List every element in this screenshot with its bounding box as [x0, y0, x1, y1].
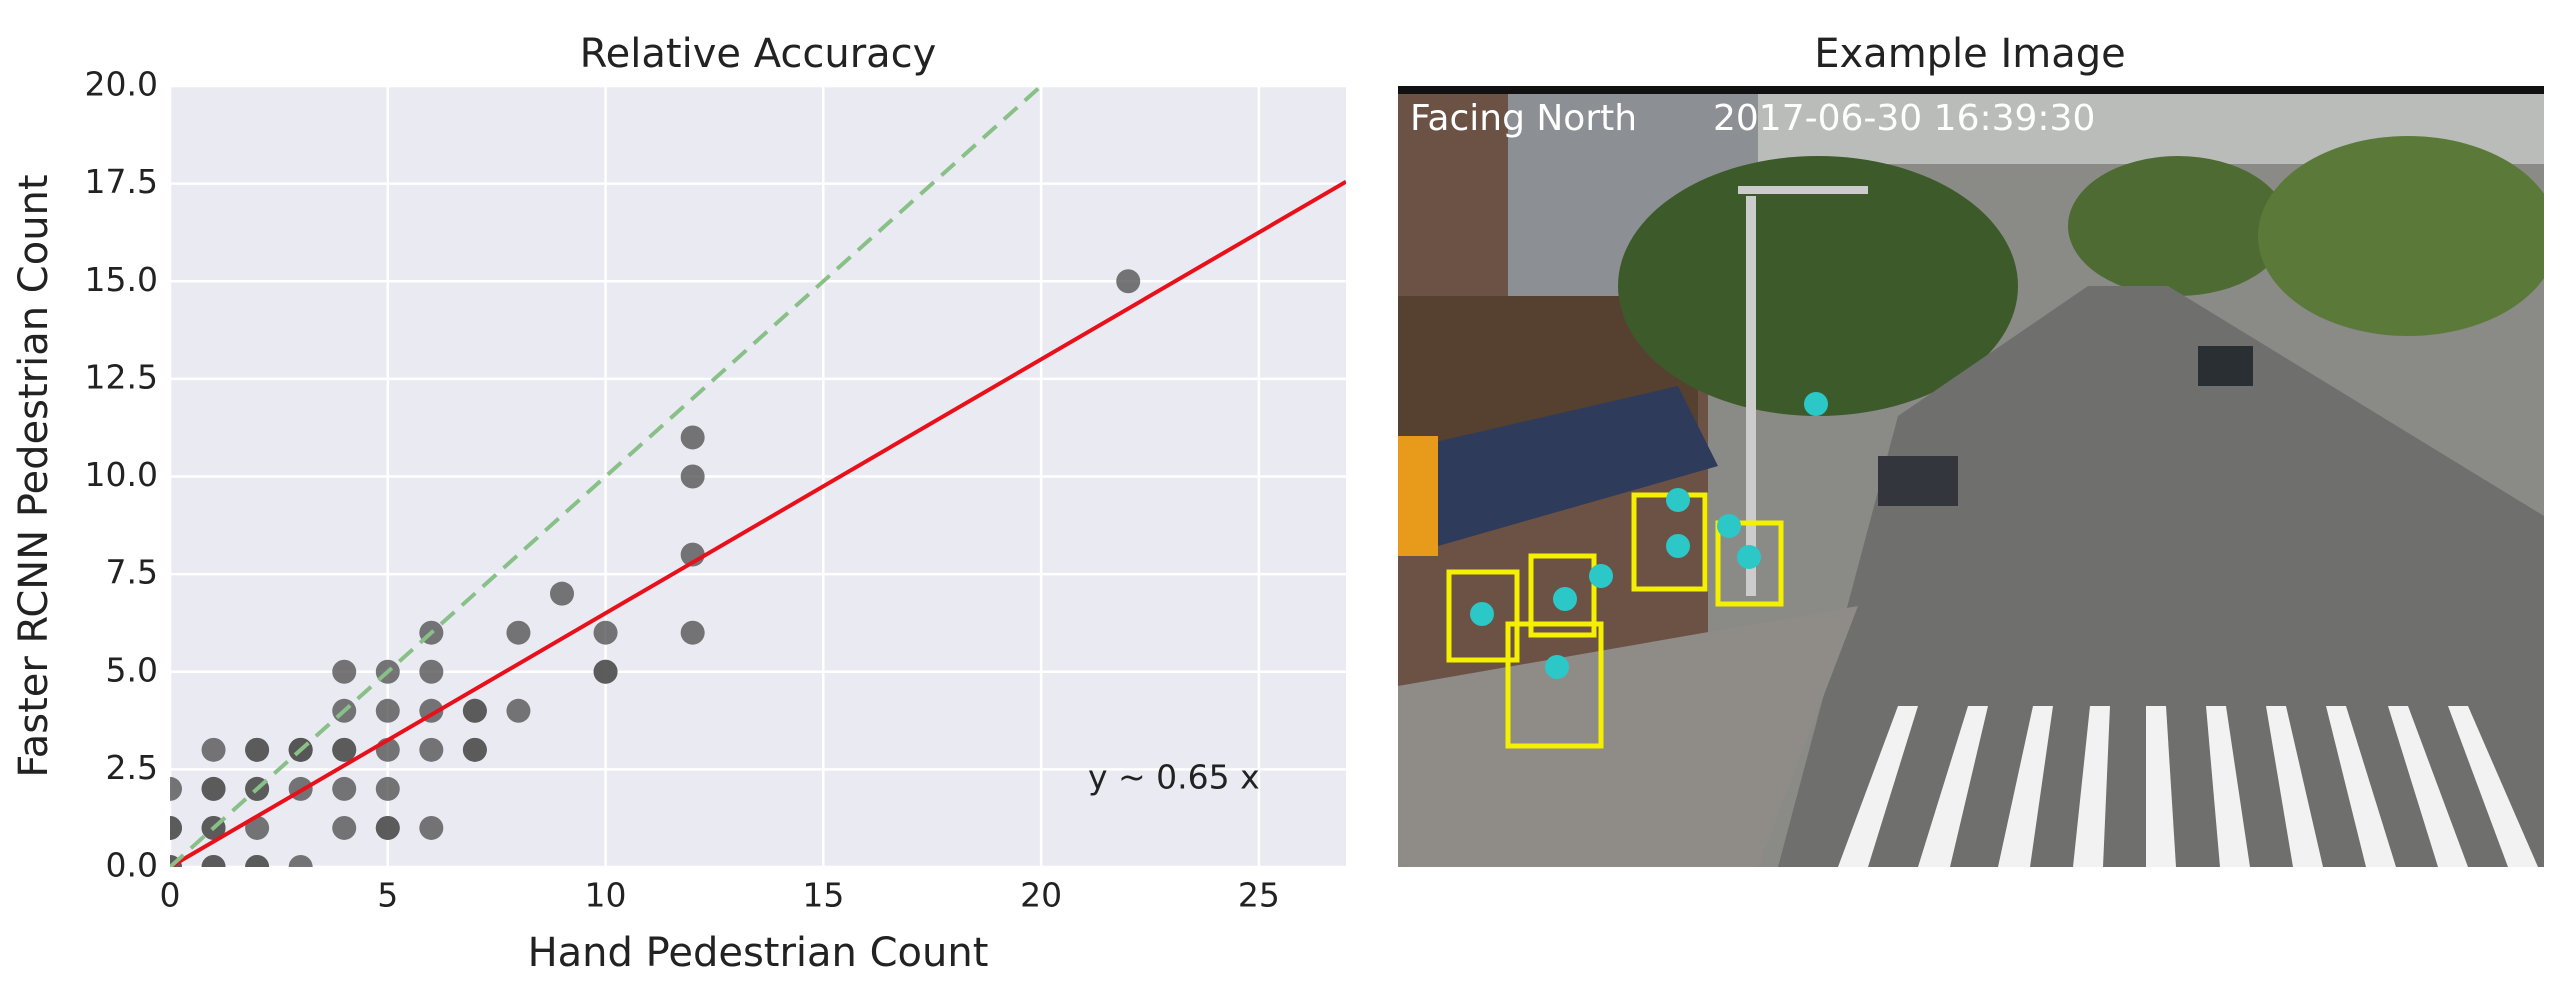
point: [332, 737, 357, 762]
point: [462, 698, 487, 723]
x-tick-label: 15: [802, 876, 844, 915]
point: [593, 659, 618, 684]
x-tick-label: 25: [1238, 876, 1280, 915]
image-overlay-timestamp: 2017-06-30 16:39:30: [1713, 98, 2095, 139]
y-axis-label: Faster RCNN Pedestrian Count: [11, 174, 57, 777]
y-tick-label: 15.0: [85, 260, 158, 299]
point: [419, 659, 444, 684]
y-tick-label: 17.5: [85, 162, 158, 201]
y-tick-label: 7.5: [106, 553, 158, 592]
point: [332, 659, 357, 684]
point: [375, 776, 400, 801]
point: [506, 620, 531, 645]
y-tick-label: 0.0: [106, 846, 158, 885]
point: [375, 698, 400, 723]
point: [1116, 269, 1141, 294]
fit-line: [170, 179, 1346, 867]
y-tick-label: 20.0: [85, 65, 158, 104]
chart-title: Relative Accuracy: [580, 31, 937, 77]
point: [332, 776, 357, 801]
point: [201, 737, 226, 762]
y-tick-label: 5.0: [106, 650, 158, 689]
point: [201, 855, 226, 867]
point: [288, 855, 313, 867]
point: [593, 620, 618, 645]
image-overlay-location: Facing North: [1410, 98, 1637, 139]
point: [201, 776, 226, 801]
point: [170, 815, 182, 840]
point: [550, 581, 574, 606]
point: [332, 815, 357, 840]
point: [462, 737, 487, 762]
x-tick-label: 5: [377, 876, 398, 915]
point: [170, 776, 182, 801]
point: [680, 620, 705, 645]
fit-line: [170, 86, 1045, 867]
point: [419, 737, 444, 762]
x-tick-label: 20: [1020, 876, 1062, 915]
point: [375, 815, 400, 840]
x-tick-label: 10: [585, 876, 627, 915]
point: [419, 815, 444, 840]
example-image: Facing North 2017-06-30 16:39:30: [1398, 86, 2544, 867]
point: [245, 737, 270, 762]
point: [680, 425, 705, 450]
annotation: y ~ 0.65 x: [1088, 758, 1260, 797]
y-tick-label: 2.5: [106, 748, 158, 787]
x-axis-label: Hand Pedestrian Count: [528, 930, 989, 976]
y-tick-label: 12.5: [85, 357, 158, 396]
point: [680, 464, 705, 489]
y-tick-label: 10.0: [85, 455, 158, 494]
x-tick-label: 0: [160, 876, 181, 915]
image-title: Example Image: [1814, 31, 2126, 77]
point: [506, 698, 531, 723]
point: [245, 855, 270, 867]
